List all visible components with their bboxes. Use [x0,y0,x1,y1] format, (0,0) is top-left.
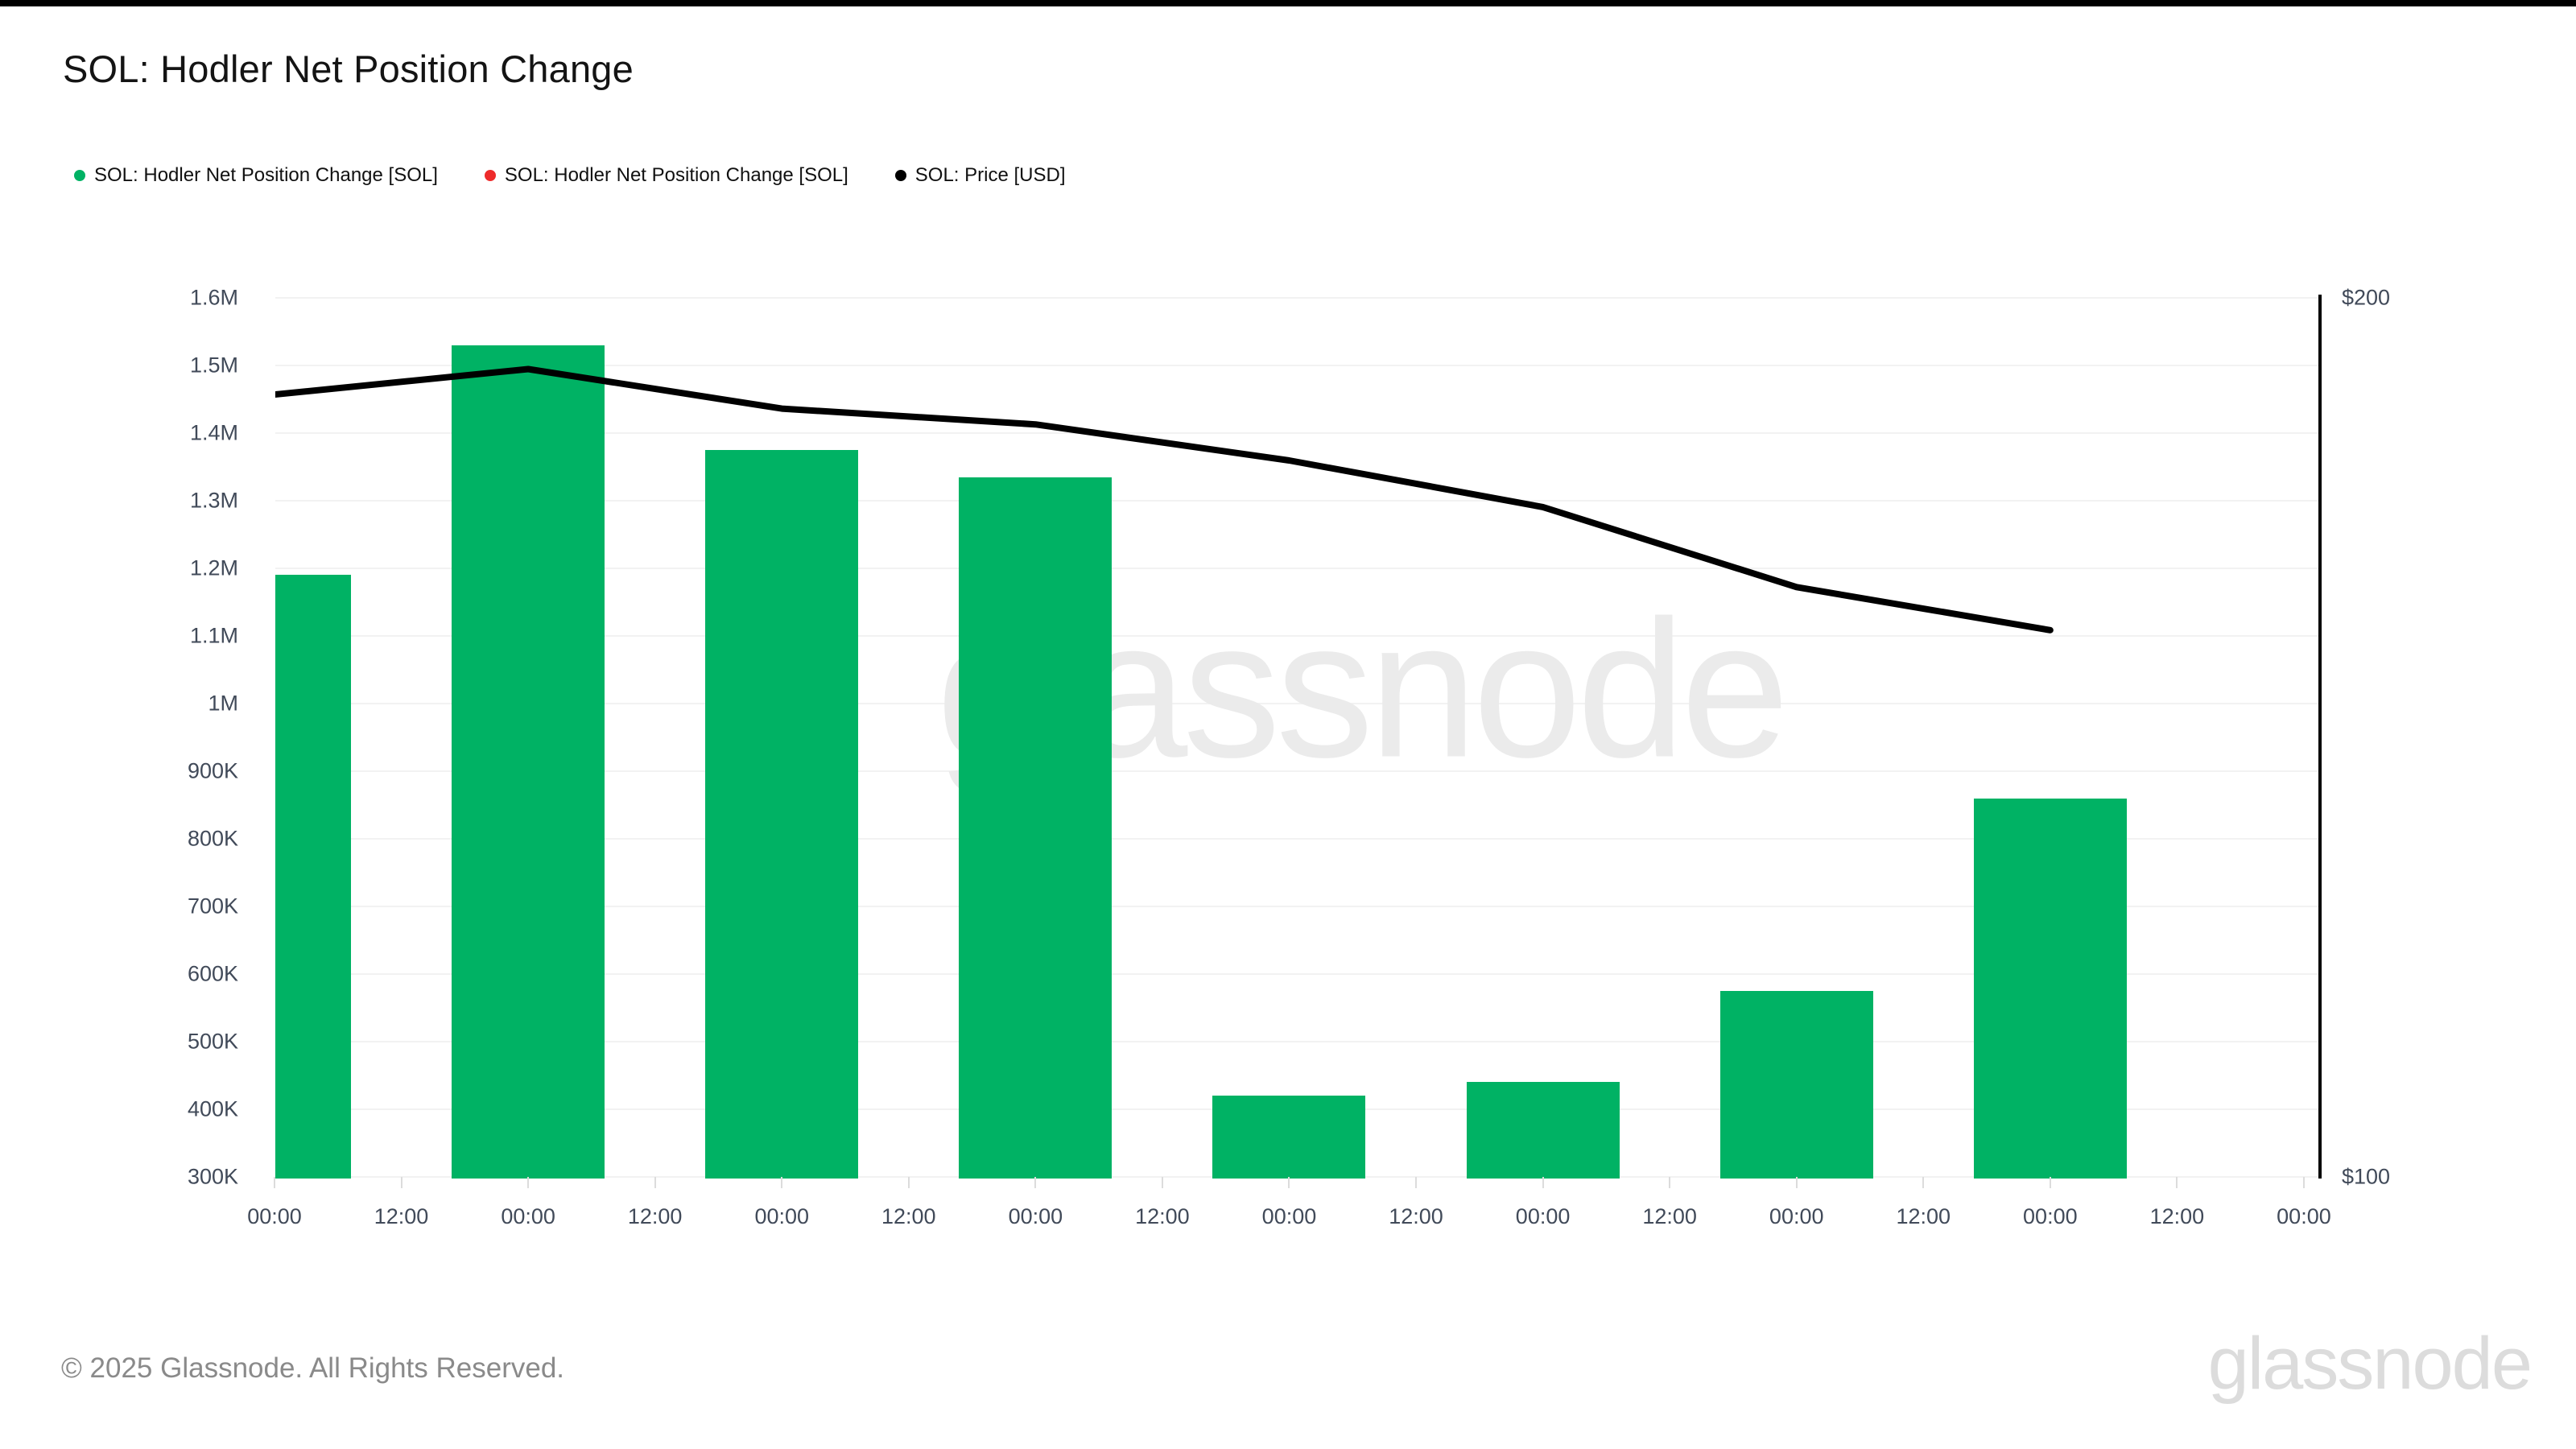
legend-item-0[interactable]: SOL: Hodler Net Position Change [SOL] [74,164,438,187]
right-price-axis-line [2318,295,2322,1179]
x-axis-label-12: 00:00 [1769,1204,1824,1228]
y-axis-label-1.1M: 1.1M [189,623,238,648]
x-axis-label-15: 12:00 [2149,1204,2205,1228]
legend-label: SOL: Price [USD] [914,164,1066,186]
x-axis-tick [2049,1177,2051,1188]
x-axis-tick [1161,1177,1163,1188]
x-axis-tick [527,1177,530,1188]
legend-item-2[interactable]: SOL: Price [USD] [894,164,1066,187]
y-axis-label-700K: 700K [187,894,238,919]
gridline-1.3M [275,500,2318,502]
y-axis-label-1.3M: 1.3M [189,488,238,513]
x-axis-label-13: 12:00 [1896,1204,1951,1228]
gridline-600K [275,973,2318,975]
y-axis-label-800K: 800K [187,826,238,851]
x-axis-tick [400,1177,402,1188]
legend-item-1[interactable]: SOL: Hodler Net Position Change [SOL] [484,164,848,187]
x-axis-tick [1288,1177,1290,1188]
gridline-500K [275,1041,2318,1042]
green-dot-icon [74,170,85,181]
bar-day-8[interactable] [1973,798,2127,1179]
price-axis-label-100: $100 [2342,1164,2391,1189]
bar-day-6[interactable] [1466,1082,1620,1179]
gridline-700K [275,906,2318,907]
x-axis-tick [274,1177,275,1188]
bar-day-7[interactable] [1719,991,1873,1179]
legend-label: SOL: Hodler Net Position Change [SOL] [94,164,438,186]
bar-day-1[interactable] [275,575,351,1179]
gridline-900K [275,770,2318,772]
y-axis-label-1.2M: 1.2M [189,555,238,580]
y-axis-label-900K: 900K [187,758,238,783]
gridline-1.6M [275,297,2318,299]
x-axis-tick [1542,1177,1544,1188]
legend-label: SOL: Hodler Net Position Change [SOL] [504,164,848,186]
price-axis-label-200: $200 [2342,285,2391,310]
bar-day-4[interactable] [959,477,1113,1179]
x-axis-label-4: 00:00 [754,1204,810,1228]
x-axis-tick [1415,1177,1418,1188]
bar-day-3[interactable] [705,450,859,1179]
plot-area: glassnode [275,0,2318,1449]
x-axis-label-5: 12:00 [881,1204,936,1228]
chart-legend: SOL: Hodler Net Position Change [SOL] SOL… [74,164,1066,187]
y-axis-label-1M: 1M [208,691,238,716]
copyright-text: © 2025 Glassnode. All Rights Reserved. [61,1352,565,1384]
y-axis-label-1.6M: 1.6M [189,285,238,310]
x-axis-label-1: 12:00 [374,1204,429,1228]
y-axis-label-1.5M: 1.5M [189,353,238,378]
bar-day-5[interactable] [1212,1096,1366,1179]
y-axis-label-1.4M: 1.4M [189,420,238,445]
top-border [0,0,2576,6]
gridline-1M [275,703,2318,704]
gridline-1.5M [275,365,2318,366]
x-axis-label-7: 12:00 [1135,1204,1190,1228]
x-axis-tick [1669,1177,1671,1188]
y-axis-label-300K: 300K [187,1164,238,1189]
x-axis-label-6: 00:00 [1008,1204,1063,1228]
y-axis-label-500K: 500K [187,1029,238,1054]
x-axis-label-2: 00:00 [501,1204,555,1228]
y-axis-label-600K: 600K [187,961,238,986]
x-axis-tick [907,1177,910,1188]
x-axis-label-9: 12:00 [1389,1204,1443,1228]
price-line-layer [275,365,2054,634]
x-axis-label-3: 12:00 [627,1204,683,1228]
bar-day-2[interactable] [452,345,605,1179]
gridline-1.1M [275,635,2318,637]
gridline-800K [275,838,2318,840]
x-axis-label-10: 00:00 [1515,1204,1571,1228]
x-axis-label-16: 00:00 [2277,1204,2331,1228]
x-axis-label-14: 00:00 [2023,1204,2078,1228]
x-axis-tick [2176,1177,2178,1188]
glassnode-logo: glassnode [2207,1323,2533,1405]
gridline-1.4M [275,432,2318,434]
x-axis-tick [781,1177,783,1188]
x-axis-tick [2302,1177,2305,1188]
red-dot-icon [484,170,496,181]
page-title: SOL: Hodler Net Position Change [63,47,634,90]
y-axis-label-400K: 400K [187,1096,238,1121]
gridline-1.2M [275,568,2318,569]
x-axis-tick [1795,1177,1798,1188]
price-line [275,365,2054,634]
x-axis-label-0: 00:00 [247,1204,302,1228]
x-axis-tick [1034,1177,1037,1188]
x-axis-label-11: 12:00 [1642,1204,1697,1228]
black-dot-icon [894,170,906,181]
x-axis-tick [1922,1177,1925,1188]
x-axis-tick [654,1177,656,1188]
x-axis-label-8: 00:00 [1261,1204,1317,1228]
